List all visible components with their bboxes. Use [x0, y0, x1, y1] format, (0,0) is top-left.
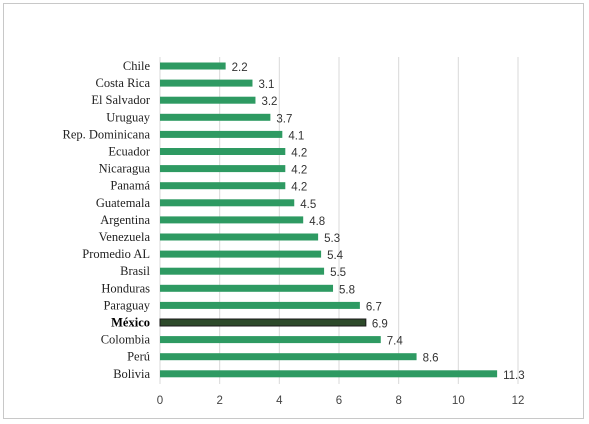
value-label: 4.2 — [291, 182, 307, 194]
category-label: Honduras — [101, 281, 150, 295]
bar-promedio-al — [160, 250, 322, 258]
category-label: Argentina — [100, 213, 150, 227]
category-label: Uruguay — [106, 110, 150, 124]
bar-paraguay — [160, 301, 360, 309]
category-label: Promedio AL — [82, 247, 150, 261]
bar-nicaragua — [160, 165, 286, 173]
value-label: 11.3 — [503, 370, 525, 382]
value-label: 3.2 — [261, 96, 277, 108]
x-tick-label: 2 — [216, 395, 222, 407]
category-label: Perú — [127, 350, 151, 364]
value-label: 5.4 — [327, 250, 344, 262]
value-label: 5.8 — [339, 284, 355, 296]
category-label: Costa Rica — [95, 76, 150, 90]
bar-rep-dominicana — [160, 130, 283, 138]
value-label: 4.8 — [309, 216, 325, 228]
value-label: 5.3 — [324, 233, 340, 245]
bar-costa-rica — [160, 79, 253, 87]
bar-guatemala — [160, 199, 295, 207]
bar-bolivia — [160, 370, 498, 378]
x-tick-label: 12 — [512, 395, 525, 407]
category-label: Ecuador — [108, 145, 150, 159]
chart-frame — [3, 3, 584, 419]
value-label: 5.5 — [330, 267, 346, 279]
value-label: 6.7 — [366, 301, 382, 313]
category-label: Guatemala — [96, 196, 151, 210]
bars — [159, 62, 498, 378]
value-label: 4.2 — [291, 165, 307, 177]
value-label: 3.7 — [276, 113, 292, 125]
value-label: 7.4 — [387, 336, 404, 348]
category-label: Venezuela — [99, 230, 151, 244]
category-label: Colombia — [101, 333, 151, 347]
gridlines — [159, 57, 519, 384]
category-label: México — [111, 316, 150, 330]
value-label: 2.2 — [232, 62, 248, 74]
bar-perú — [160, 353, 417, 361]
category-label: Brasil — [120, 264, 150, 278]
x-tick-label: 6 — [336, 395, 342, 407]
value-label: 6.9 — [372, 319, 388, 331]
value-label: 4.5 — [300, 199, 316, 211]
bar-brasil — [160, 267, 325, 275]
value-label: 8.6 — [423, 353, 439, 365]
bar-panamá — [160, 182, 286, 190]
category-label: Panamá — [110, 179, 150, 193]
bar-chile — [160, 62, 226, 70]
value-label: 4.2 — [291, 148, 307, 160]
category-label: Nicaragua — [99, 162, 151, 176]
bar-venezuela — [160, 233, 319, 241]
category-label: Bolivia — [113, 367, 150, 381]
bar-uruguay — [160, 113, 271, 121]
bar-colombia — [160, 336, 381, 344]
value-label: 3.1 — [258, 79, 274, 91]
x-tick-label: 8 — [395, 395, 401, 407]
bar-méxico — [159, 318, 367, 327]
bar-argentina — [160, 216, 304, 224]
bar-el-salvador — [160, 96, 256, 104]
x-tick-label: 0 — [157, 395, 163, 407]
x-tick-label: 4 — [276, 395, 283, 407]
category-label: Rep. Dominicana — [63, 127, 151, 141]
value-label: 4.1 — [288, 130, 304, 142]
category-label: El Salvador — [91, 93, 151, 107]
category-label: Chile — [123, 59, 151, 73]
category-label: Paraguay — [103, 298, 150, 312]
bar-ecuador — [160, 148, 286, 155]
labels: 0 2 4 6 8 10 12 Chile 2.2 Costa Rica 3.1 El Salvado… — [63, 59, 525, 407]
x-tick-label: 10 — [452, 395, 465, 407]
bar-honduras — [160, 284, 334, 292]
